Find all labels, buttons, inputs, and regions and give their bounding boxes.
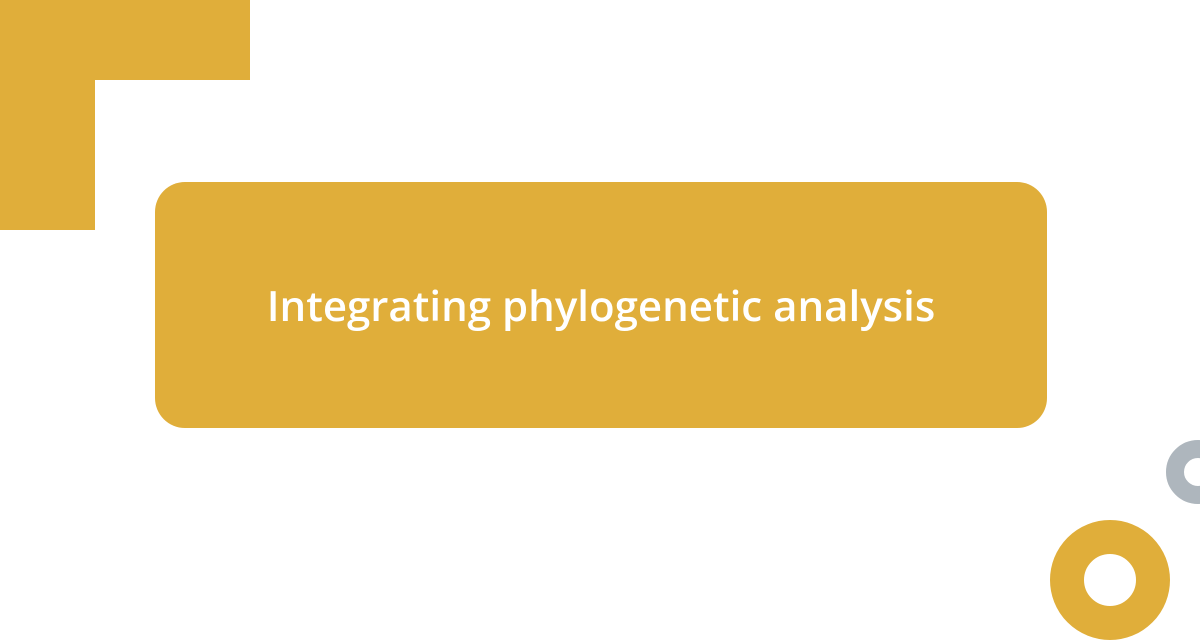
title-text: Integrating phylogenetic analysis	[267, 277, 936, 334]
large-ring-decoration	[1050, 520, 1170, 640]
title-card: Integrating phylogenetic analysis	[155, 182, 1047, 428]
small-ring-decoration	[1166, 440, 1200, 504]
